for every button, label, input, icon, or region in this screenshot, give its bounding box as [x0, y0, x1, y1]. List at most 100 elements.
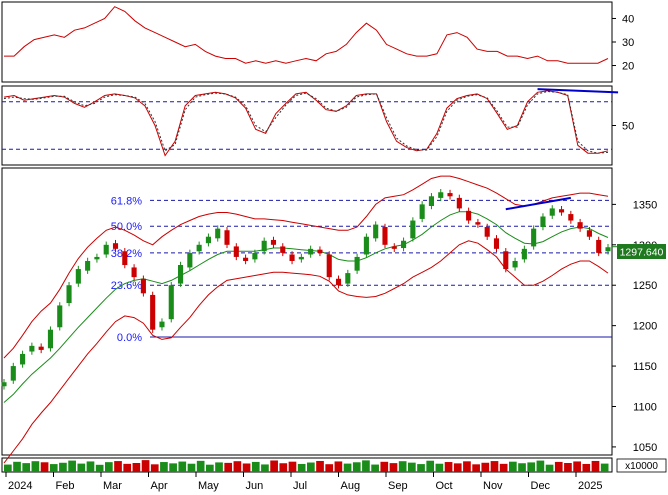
volume-bar	[343, 463, 352, 472]
volume-bar	[114, 461, 122, 472]
candle-body	[233, 246, 239, 257]
volume-bar	[536, 460, 545, 472]
candle-body	[20, 353, 26, 365]
x-tick-label: Mar	[103, 480, 122, 492]
volume-bar	[187, 463, 196, 472]
candle-body	[38, 346, 44, 350]
candle-body	[438, 192, 444, 198]
volume-bar	[389, 463, 398, 472]
indicator-line	[4, 6, 609, 64]
candle-body	[261, 240, 267, 252]
candle-body	[168, 285, 174, 320]
candle-body	[140, 278, 146, 294]
candle-body	[317, 249, 323, 253]
volume-bar	[334, 461, 343, 472]
x-tick-label: Oct	[436, 480, 453, 492]
candle-body	[493, 238, 500, 249]
candle-body	[150, 294, 156, 330]
volume-bar	[316, 460, 324, 472]
volume-bar	[453, 463, 462, 472]
oscillator-trendline	[537, 88, 619, 94]
candle-body	[373, 224, 379, 239]
x-tick-label: Sep	[388, 480, 408, 492]
last-price-box	[617, 244, 666, 259]
x-tick-label: Apr	[151, 480, 168, 492]
last-price-label: 1297.640	[620, 247, 664, 259]
volume-unit: x10000	[616, 458, 667, 473]
volume-bar	[490, 461, 499, 472]
candle-body	[428, 196, 435, 206]
volume-bar	[4, 464, 12, 472]
volume-bar	[380, 461, 389, 472]
candle-body	[382, 227, 388, 245]
candle-body	[75, 269, 81, 284]
candle-body	[103, 244, 109, 255]
volume-bar	[307, 462, 315, 472]
candle-body	[66, 285, 72, 304]
volume-bar	[261, 464, 269, 472]
fibonacci-label: 0.0%	[117, 332, 142, 344]
candle-body	[177, 265, 184, 284]
candle-body	[345, 273, 351, 284]
y-tick-label: 1150	[633, 361, 657, 373]
volume-bar	[564, 463, 572, 472]
candle-body	[586, 230, 592, 237]
candle-body	[10, 366, 16, 381]
oscillator-signal-line	[3, 90, 609, 154]
candle-body	[47, 329, 54, 349]
volume-bar	[178, 461, 187, 472]
volume-bar	[362, 460, 370, 472]
panel-frame	[1, 1, 613, 83]
volume-bar	[472, 464, 480, 472]
panel-frame	[1, 85, 613, 166]
candle-body	[391, 246, 397, 249]
volume-bar	[371, 464, 379, 472]
candle-body	[558, 209, 565, 213]
volume-bar	[40, 462, 49, 472]
candle-body	[456, 197, 462, 209]
volume-bar	[77, 463, 86, 472]
candle-body	[29, 345, 35, 352]
candle-body	[159, 321, 165, 328]
candle-body	[447, 193, 453, 197]
y-tick-label: 1050	[633, 442, 657, 454]
volume-bar	[68, 460, 76, 472]
volume-bar	[206, 464, 214, 472]
volume-bar	[426, 460, 435, 472]
volume-bar	[573, 461, 581, 472]
volume-bar	[123, 463, 132, 472]
candle-body	[484, 227, 490, 237]
candle-body	[326, 254, 332, 278]
volume-bar	[582, 463, 591, 472]
y-tick-label: 1200	[633, 321, 657, 333]
x-tick-label: May	[198, 480, 219, 492]
volume-bar	[150, 464, 159, 472]
candle-body	[298, 256, 304, 260]
price-panel: 61.8%50.0%38.2%23.6%0.0%1050110011501200…	[1, 175, 657, 464]
y-tick-label: 20	[622, 61, 634, 73]
volume-bar	[527, 462, 536, 472]
candle-body	[243, 257, 249, 261]
volume-bar	[297, 463, 306, 472]
volume-bar	[518, 463, 526, 472]
candle-body	[401, 240, 407, 249]
moving-average-line	[3, 211, 609, 403]
volume-bar	[545, 464, 554, 472]
candle-body	[112, 243, 119, 249]
candle-body	[270, 239, 277, 245]
candle-body	[85, 260, 91, 271]
volume-bar	[242, 463, 251, 472]
volume-bar	[554, 461, 563, 472]
y-tick-label: 1350	[633, 199, 657, 211]
candle-body	[521, 248, 527, 260]
x-axis: 2024 Feb Mar Apr May Jun Jul Aug Sep Oct Nov Dec 202…	[5, 472, 602, 492]
volume-bar	[325, 464, 334, 472]
volume-bar	[224, 462, 233, 472]
candle-body	[475, 222, 481, 225]
x-tick-label: Dec	[531, 480, 551, 492]
volume-bar	[509, 461, 517, 472]
candle-body	[308, 248, 314, 255]
volume-bar	[251, 461, 260, 472]
volume-bar	[398, 461, 407, 472]
